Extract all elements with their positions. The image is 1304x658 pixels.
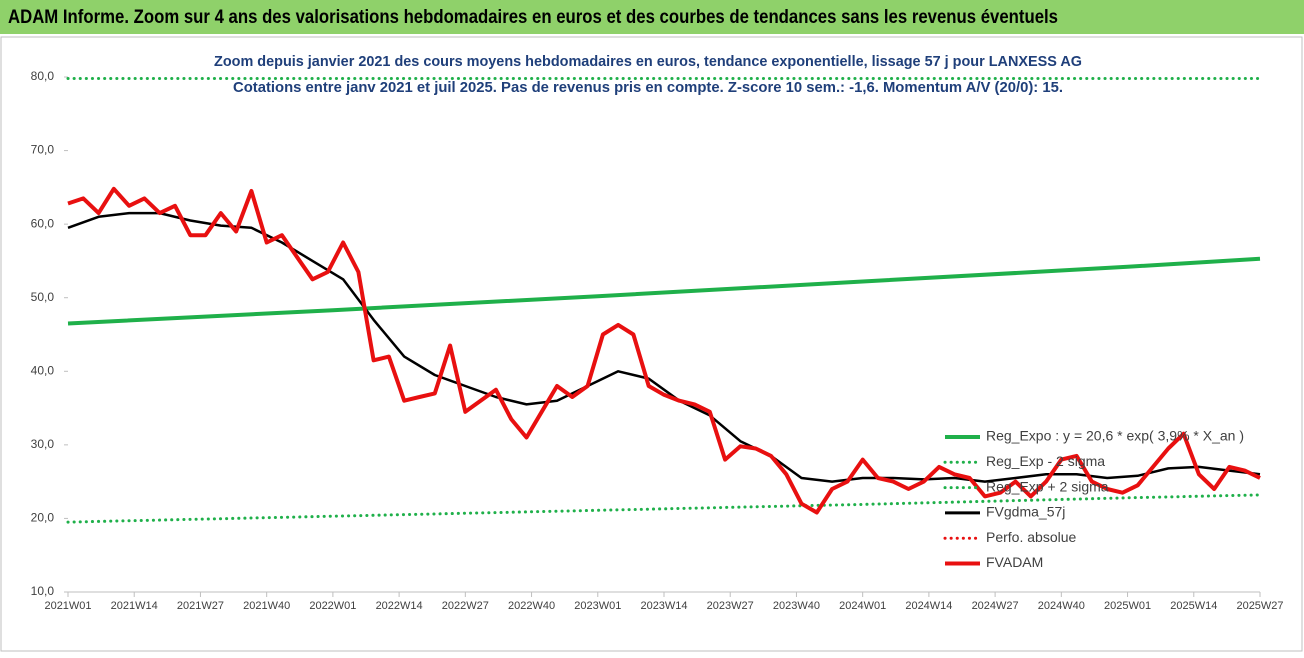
x-tick-label: 2021W40 — [243, 600, 290, 612]
legend-label: Perfo. absolue — [986, 529, 1076, 545]
legend-label: FVADAM — [986, 554, 1043, 570]
series-line — [67, 256, 1261, 326]
y-tick-label: 10,0 — [31, 584, 55, 598]
x-tick-label: 2022W27 — [442, 600, 489, 612]
x-tick-label: 2023W14 — [640, 600, 687, 612]
y-tick-label: 60,0 — [31, 216, 55, 230]
legend-label: Reg_Expo : y = 20,6 * exp( 3,9% * X_an ) — [986, 428, 1244, 444]
x-tick-label: 2023W01 — [574, 600, 621, 612]
x-tick-label: 2021W01 — [44, 600, 91, 612]
x-tick-label: 2022W40 — [508, 600, 555, 612]
y-tick-label: 40,0 — [31, 363, 55, 377]
series-line — [66, 493, 1262, 524]
plot — [66, 77, 1262, 524]
x-tick-label: 2021W27 — [177, 600, 224, 612]
x-tick-label: 2024W40 — [1038, 600, 1085, 612]
x-tick-label: 2021W14 — [111, 600, 158, 612]
header-title: ADAM Informe. Zoom sur 4 ans des valoris… — [8, 7, 1058, 28]
y-tick-label: 80,0 — [31, 69, 55, 83]
x-tick-label: 2024W14 — [905, 600, 952, 612]
y-tick-label: 20,0 — [31, 511, 55, 525]
legend-label: Reg_Exp - 2 sigma — [986, 453, 1105, 469]
x-tick-label: 2025W14 — [1170, 600, 1217, 612]
series-line — [67, 211, 1261, 483]
chart-area — [0, 36, 1303, 652]
chart-subtitle: Cotations entre janv 2021 et juil 2025. … — [233, 79, 1063, 96]
x-tick-label: 2023W27 — [707, 600, 754, 612]
header-bar — [0, 0, 1304, 34]
legend-label: Reg_Exp + 2 sigma — [986, 478, 1109, 494]
y-tick-label: 30,0 — [31, 437, 55, 451]
chart-title: Zoom depuis janvier 2021 des cours moyen… — [214, 53, 1082, 70]
legend-label: FVgdma_57j — [986, 504, 1065, 520]
x-tick-label: 2022W14 — [376, 600, 423, 612]
x-tick-label: 2022W01 — [309, 600, 356, 612]
y-tick-label: 50,0 — [31, 290, 55, 304]
x-tick-label: 2025W27 — [1236, 600, 1283, 612]
x-tick-label: 2023W40 — [773, 600, 820, 612]
x-tick-label: 2025W01 — [1104, 600, 1151, 612]
y-tick-label: 70,0 — [31, 143, 55, 157]
x-tick-label: 2024W01 — [839, 600, 886, 612]
x-tick-label: 2024W27 — [972, 600, 1019, 612]
series-line — [67, 186, 1261, 515]
